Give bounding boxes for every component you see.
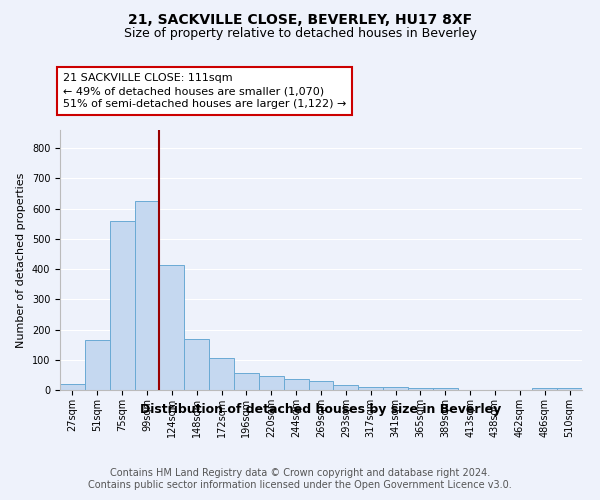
Bar bbox=[85, 340, 110, 390]
Bar bbox=[334, 386, 358, 390]
Bar bbox=[408, 388, 433, 390]
Bar bbox=[532, 388, 557, 390]
Bar bbox=[259, 376, 284, 390]
Bar bbox=[284, 380, 308, 390]
Y-axis label: Number of detached properties: Number of detached properties bbox=[16, 172, 26, 348]
Text: 21, SACKVILLE CLOSE, BEVERLEY, HU17 8XF: 21, SACKVILLE CLOSE, BEVERLEY, HU17 8XF bbox=[128, 12, 472, 26]
Bar bbox=[60, 384, 85, 390]
Bar bbox=[308, 381, 334, 390]
Bar bbox=[160, 264, 184, 390]
Bar bbox=[209, 358, 234, 390]
Bar bbox=[134, 201, 160, 390]
Bar bbox=[383, 387, 408, 390]
Text: Distribution of detached houses by size in Beverley: Distribution of detached houses by size … bbox=[140, 402, 502, 415]
Bar bbox=[234, 374, 259, 390]
Bar bbox=[358, 387, 383, 390]
Text: 21 SACKVILLE CLOSE: 111sqm
← 49% of detached houses are smaller (1,070)
51% of s: 21 SACKVILLE CLOSE: 111sqm ← 49% of deta… bbox=[62, 73, 346, 109]
Text: Contains HM Land Registry data © Crown copyright and database right 2024.: Contains HM Land Registry data © Crown c… bbox=[110, 468, 490, 477]
Text: Contains public sector information licensed under the Open Government Licence v3: Contains public sector information licen… bbox=[88, 480, 512, 490]
Bar bbox=[557, 388, 582, 390]
Bar bbox=[433, 388, 458, 390]
Bar bbox=[110, 220, 134, 390]
Text: Size of property relative to detached houses in Beverley: Size of property relative to detached ho… bbox=[124, 28, 476, 40]
Bar bbox=[184, 338, 209, 390]
